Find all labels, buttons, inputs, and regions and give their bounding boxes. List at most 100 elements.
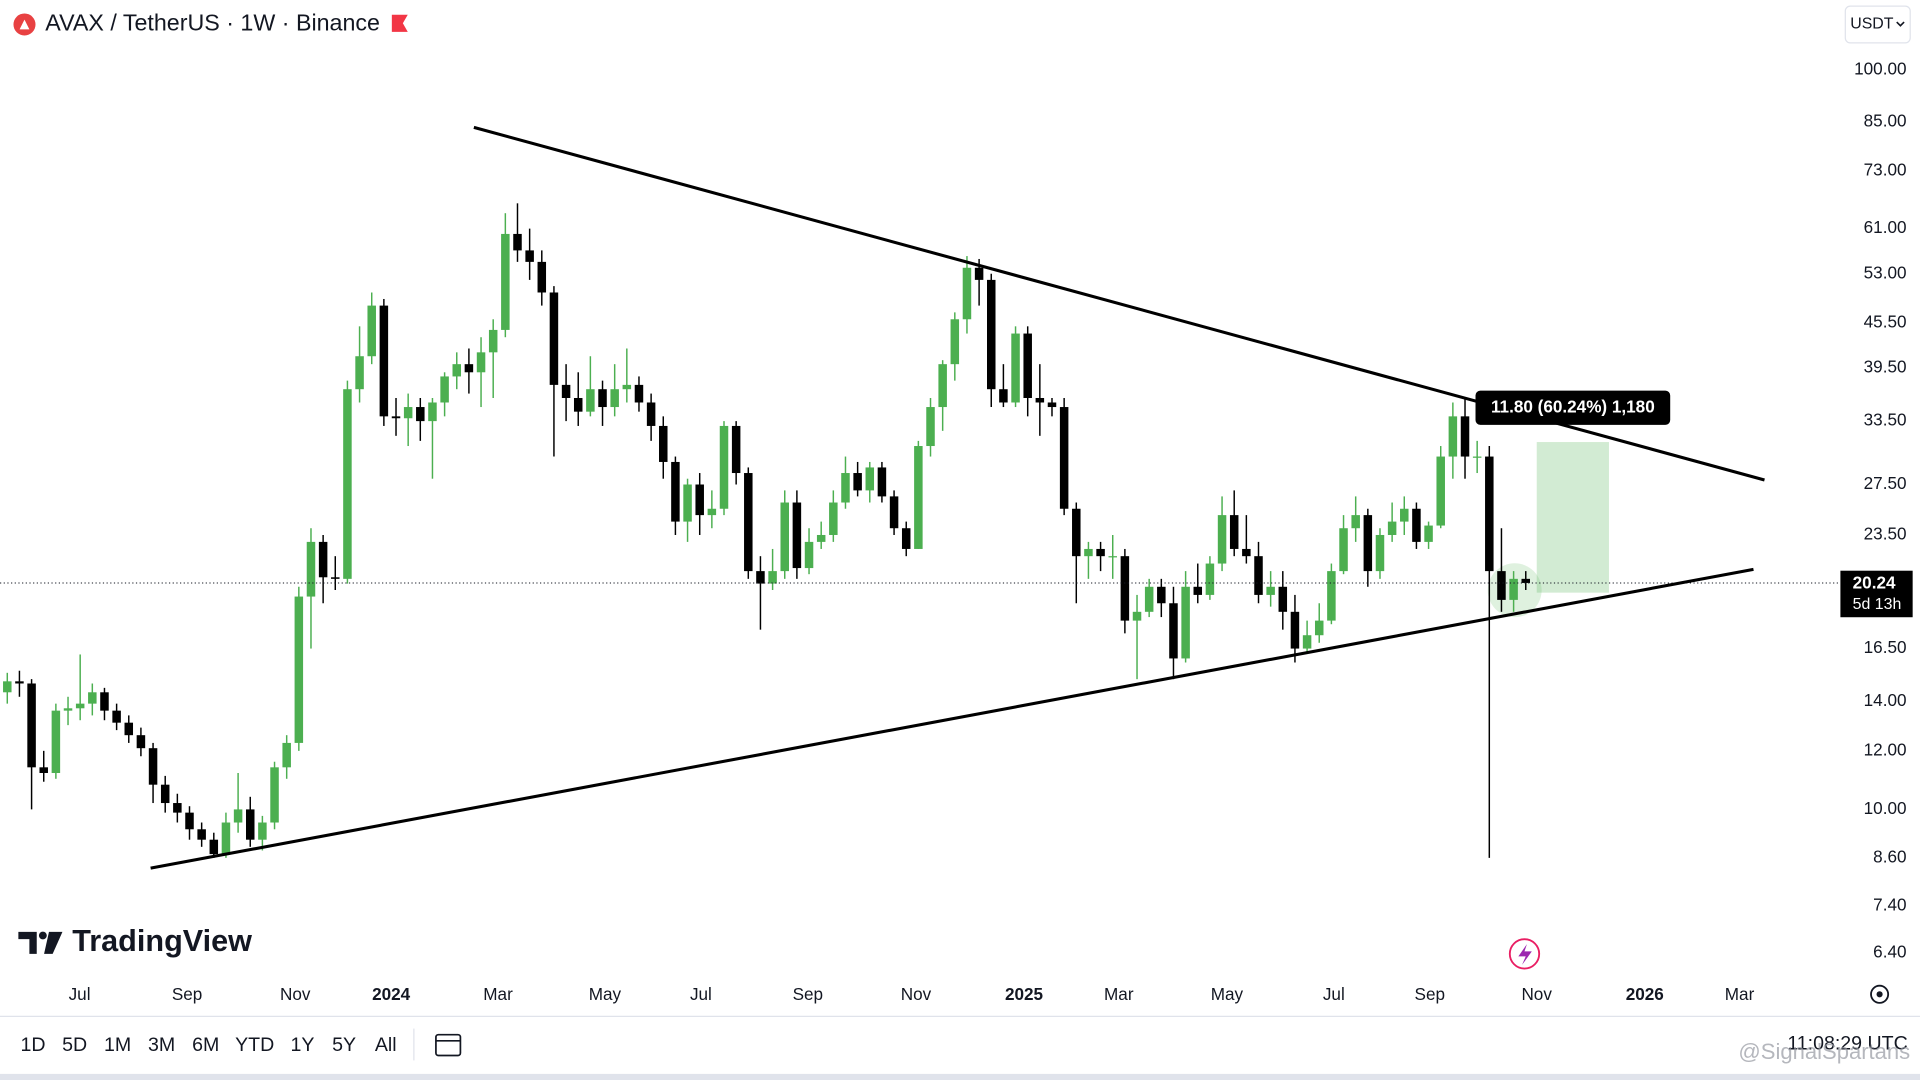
candle-body: [525, 250, 534, 262]
candle-body: [270, 767, 279, 823]
candle-body: [1157, 586, 1166, 604]
candle-body: [1387, 521, 1397, 535]
candle-body: [1424, 525, 1433, 542]
candle-body: [586, 389, 595, 412]
measure-label: 11.80 (60.24%) 1,180: [1491, 396, 1655, 416]
x-tick-label: 2024: [372, 984, 411, 1004]
candle-body: [1084, 548, 1093, 557]
x-tick-label: Sep: [172, 984, 202, 1004]
lower-trendline: [150, 567, 1754, 870]
y-tick-label: 53.00: [1864, 262, 1907, 282]
watermark: @SignalSpartans: [1738, 1039, 1910, 1064]
candle-body: [112, 710, 121, 723]
candle-body: [1169, 603, 1178, 659]
candle-body: [659, 425, 668, 462]
y-tick-label: 8.60: [1873, 846, 1906, 866]
symbol-logo-mark: [19, 19, 30, 30]
candle-body: [938, 364, 947, 408]
candle-body: [1436, 456, 1445, 526]
x-tick-label: May: [589, 984, 622, 1004]
candle-body: [148, 748, 158, 785]
range-button[interactable]: 1M: [104, 1034, 131, 1056]
currency-label[interactable]: USDT: [1850, 16, 1894, 33]
candle-body: [160, 784, 170, 804]
currency-dropdown[interactable]: USDT: [1844, 5, 1911, 44]
candle-body: [1290, 611, 1300, 649]
candle-body: [1108, 556, 1117, 558]
candle-body: [768, 571, 777, 584]
candle-body: [209, 839, 219, 855]
candle-body: [1448, 416, 1458, 457]
candle-body: [173, 803, 182, 813]
range-button[interactable]: All: [375, 1034, 397, 1056]
candle-body: [221, 822, 231, 855]
candle-body: [537, 261, 547, 293]
range-button[interactable]: 1D: [21, 1034, 46, 1056]
candle-body: [1375, 534, 1385, 572]
x-tick-label: Nov: [280, 984, 311, 1004]
candle-body: [707, 508, 717, 516]
range-buttons: 1D 5D 1M 3M 6M YTD 1Y 5Y All: [21, 1034, 397, 1056]
candle-body: [1229, 515, 1239, 549]
candle-body: [598, 389, 607, 408]
candle-body: [331, 577, 340, 579]
x-tick-label: 2025: [1005, 984, 1044, 1004]
candle-body: [513, 233, 522, 251]
currency-button[interactable]: [1844, 5, 1911, 44]
settings-icon[interactable]: [1870, 984, 1890, 1004]
range-button[interactable]: 6M: [192, 1034, 219, 1056]
candle-body: [853, 473, 862, 491]
countdown-label: 5d 13h: [1853, 596, 1902, 613]
symbol-header: AVAX / TetherUS · 1W · Binance: [13, 10, 408, 36]
candle-body: [634, 384, 644, 403]
candle-body: [695, 484, 704, 516]
candle-body: [1485, 456, 1494, 572]
candle-body: [306, 541, 316, 597]
calendar-icon[interactable]: [435, 1033, 462, 1057]
candle-body: [974, 267, 984, 280]
x-tick-label: Jul: [690, 984, 712, 1004]
candle-body: [865, 467, 875, 491]
candle-body: [1278, 586, 1288, 612]
clock: 11:08:29 UTC: [1787, 1033, 1907, 1055]
candle-body: [258, 822, 267, 840]
candle-body: [610, 389, 619, 408]
candle-body: [829, 502, 838, 535]
candle-body: [476, 352, 486, 373]
date-range-icon[interactable]: [435, 1033, 462, 1057]
candle-body: [719, 425, 729, 509]
candle-body: [1047, 402, 1057, 408]
candle-body: [185, 812, 194, 830]
measure-tooltip: [1475, 390, 1671, 425]
candle-body: [1059, 407, 1069, 509]
candle-body: [1497, 571, 1506, 600]
candle-body: [683, 484, 692, 522]
candle-body: [841, 473, 850, 503]
candle-body: [1314, 620, 1324, 636]
x-tick-label: Sep: [1415, 984, 1445, 1004]
range-button[interactable]: 5D: [62, 1034, 87, 1056]
candle-body: [1521, 578, 1531, 583]
y-tick-label: 16.50: [1864, 637, 1907, 657]
candle-body: [646, 402, 656, 426]
candle-body: [1472, 456, 1482, 458]
x-tick-label: Nov: [1521, 984, 1552, 1004]
range-button[interactable]: YTD: [235, 1034, 274, 1056]
candle-body: [1412, 508, 1421, 542]
candle-body: [197, 829, 206, 840]
y-tick-label: 39.50: [1864, 357, 1907, 377]
settings-icon-center: [1876, 991, 1883, 998]
candle-body: [27, 683, 36, 768]
candle-body: [889, 496, 899, 529]
logo-dot: [38, 931, 47, 940]
flag-icon[interactable]: [391, 14, 408, 32]
range-button[interactable]: 1Y: [290, 1034, 314, 1056]
range-button[interactable]: 5Y: [332, 1034, 356, 1056]
range-button[interactable]: 3M: [148, 1034, 175, 1056]
projection-box: [1536, 442, 1609, 593]
candle-body: [1120, 556, 1130, 621]
candle-body: [1351, 515, 1360, 529]
x-tick-label: Mar: [1725, 984, 1755, 1004]
candle-body: [63, 708, 73, 711]
